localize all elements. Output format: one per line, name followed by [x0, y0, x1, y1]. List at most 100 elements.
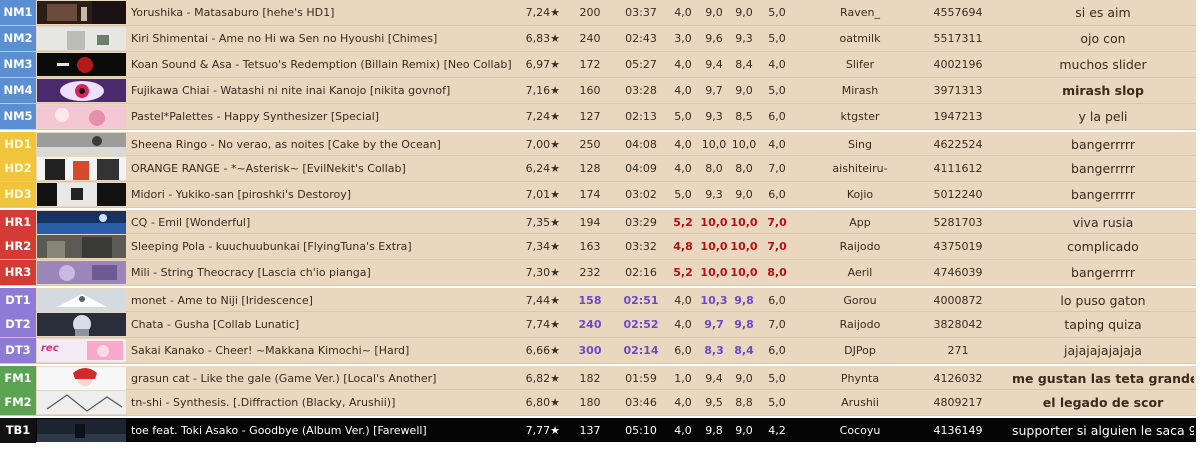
table-row[interactable]: NM5 Pastel*Palettes - Happy Synthesizer […	[0, 104, 1196, 130]
mapper-name: Aeril	[847, 266, 873, 279]
table-row[interactable]: NM4 Fujikawa Chiai - Watashi ni nite inai…	[0, 78, 1196, 104]
hp-value: 8,0	[767, 266, 787, 279]
hp-value: 7,0	[768, 318, 786, 331]
table-row[interactable]: FM1 grasun cat - Like the gale (Game Ver.…	[0, 364, 1196, 391]
length-value: 04:08	[625, 138, 657, 151]
mappool-table: NM1 Yorushika - Matasaburo [hehe's HD1] 7,…	[0, 0, 1196, 443]
table-row[interactable]: HR3 Mili - String Theocracy [Lascia ch'io…	[0, 260, 1196, 286]
mapper-name: App	[849, 216, 871, 229]
table-row[interactable]: NM1 Yorushika - Matasaburo [hehe's HD1] 7,…	[0, 0, 1196, 26]
beatmap-title[interactable]: Sheena Ringo - No verao, as noites [Cake…	[131, 138, 441, 151]
beatmap-title[interactable]: Fujikawa Chiai - Watashi ni nite inai Ka…	[131, 84, 451, 97]
od-value: 9,0	[735, 188, 753, 201]
hp-value: 5,0	[768, 372, 786, 385]
od-value: 9,0	[735, 372, 753, 385]
beatmap-title[interactable]: Kiri Shimentai - Ame no Hi wa Sen no Hyo…	[131, 32, 438, 45]
beatmap-title[interactable]: Koan Sound & Asa - Tetsuo's Redemption (…	[131, 58, 511, 71]
table-row[interactable]: DT1 monet - Ame to Niji [Iridescence] 7,44…	[0, 286, 1196, 313]
beatmap-title[interactable]: Sleeping Pola - kuuchuubunkai [FlyingTun…	[131, 240, 412, 253]
star-rating: 7,44★	[525, 294, 560, 307]
star-rating: 6,83★	[525, 32, 560, 45]
beatmap-thumbnail: rec	[37, 339, 126, 362]
slot-label: HR1	[0, 210, 36, 235]
table-row[interactable]: NM3 Koan Sound & Asa - Tetsuo's Redemptio…	[0, 52, 1196, 78]
slot-label: NM2	[0, 26, 36, 51]
beatmap-id: 3971313	[933, 84, 983, 97]
beatmap-id: 1947213	[933, 110, 983, 123]
beatmap-thumbnail	[37, 79, 126, 102]
hp-value: 6,0	[768, 110, 786, 123]
bpm-value: 180	[579, 396, 601, 409]
length-value: 05:10	[625, 424, 657, 437]
bpm-value: 160	[579, 84, 601, 97]
beatmap-title[interactable]: Sakai Kanako - Cheer! ~Makkana Kimochi~ …	[131, 344, 410, 357]
bpm-value: 182	[579, 372, 601, 385]
ar-value: 10,0	[700, 240, 728, 253]
beatmap-thumbnail	[37, 367, 126, 390]
table-row[interactable]: HD1 Sheena Ringo - No verao, as noites [C…	[0, 130, 1196, 157]
beatmap-thumbnail	[37, 313, 126, 336]
beatmap-title[interactable]: toe feat. Toki Asako - Goodbye (Album Ve…	[131, 424, 427, 437]
length-value: 03:29	[625, 216, 657, 229]
cs-value: 4,0	[674, 162, 692, 175]
comment: y la peli	[1078, 109, 1128, 124]
mapper-name: Slifer	[845, 58, 875, 71]
hp-value: 6,0	[768, 294, 786, 307]
hp-value: 5,0	[768, 396, 786, 409]
comment: bangerrrrr	[1071, 161, 1135, 176]
beatmap-title[interactable]: Yorushika - Matasaburo [hehe's HD1]	[131, 6, 335, 19]
beatmap-title[interactable]: grasun cat - Like the gale (Game Ver.) […	[131, 372, 437, 385]
star-rating: 6,80★	[525, 396, 560, 409]
od-value: 9,0	[735, 6, 753, 19]
mapper-name: Arushii	[841, 396, 879, 409]
beatmap-title[interactable]: Midori - Yukiko-san [piroshki's Destoroy…	[131, 188, 352, 201]
beatmap-thumbnail	[37, 27, 126, 50]
bpm-value: 200	[579, 6, 601, 19]
beatmap-title[interactable]: Chata - Gusha [Collab Lunatic]	[131, 318, 300, 331]
beatmap-title[interactable]: Mili - String Theocracy [Lascia ch'io pi…	[131, 266, 371, 279]
od-value: 10,0	[730, 266, 758, 279]
cs-value: 4,0	[674, 424, 692, 437]
beatmap-title[interactable]: ORANGE RANGE - *~Asterisk~ [EvilNekit's …	[131, 162, 406, 175]
beatmap-thumbnail	[37, 391, 126, 414]
beatmap-id: 4746039	[933, 266, 983, 279]
slot-label: FM2	[0, 390, 36, 415]
comment: supporter si alguien le saca 95	[1012, 423, 1194, 438]
table-row[interactable]: HR2 Sleeping Pola - kuuchuubunkai [Flying…	[0, 234, 1196, 260]
table-row[interactable]: DT2 Chata - Gusha [Collab Lunatic] 7,74★ 24…	[0, 312, 1196, 338]
beatmap-id: 4002196	[933, 58, 983, 71]
mapper-name: Raven_	[840, 6, 880, 19]
beatmap-title[interactable]: tn-shi - Synthesis. [.Diffraction (Black…	[131, 396, 396, 409]
beatmap-title[interactable]: monet - Ame to Niji [Iridescence]	[131, 294, 313, 307]
table-row[interactable]: HR1 CQ - Emil [Wonderful] 7,35★ 194 03:29 5,2…	[0, 208, 1196, 235]
beatmap-thumbnail	[37, 183, 126, 206]
bpm-value: 300	[578, 344, 602, 357]
bpm-value: 137	[579, 424, 601, 437]
table-row[interactable]: HD3 Midori - Yukiko-san [piroshki's Desto…	[0, 182, 1196, 208]
cs-value: 4,8	[673, 240, 693, 253]
bpm-value: 163	[579, 240, 601, 253]
ar-value: 10,0	[700, 266, 728, 279]
od-value: 10,0	[731, 138, 757, 151]
comment: bangerrrrr	[1071, 137, 1135, 152]
table-row[interactable]: FM2 tn-shi - Synthesis. [.Diffraction (Bl…	[0, 390, 1196, 416]
beatmap-title[interactable]: Pastel*Palettes - Happy Synthesizer [Spe…	[131, 110, 380, 123]
table-row[interactable]: DT3 rec Sakai Kanako - Cheer! ~Makkana Kim…	[0, 338, 1196, 364]
slot-label: FM1	[0, 366, 36, 391]
length-value: 02:16	[625, 266, 657, 279]
slot-label: HR3	[0, 260, 36, 285]
hp-value: 4,0	[768, 58, 786, 71]
cs-value: 6,0	[674, 344, 692, 357]
hp-value: 6,0	[768, 344, 786, 357]
table-row[interactable]: TB1 toe feat. Toki Asako - Goodbye (Album…	[0, 416, 1196, 443]
bpm-value: 128	[579, 162, 601, 175]
table-row[interactable]: NM2 Kiri Shimentai - Ame no Hi wa Sen no …	[0, 26, 1196, 52]
ar-value: 9,0	[705, 6, 723, 19]
mapper-name: Gorou	[843, 294, 877, 307]
table-row[interactable]: HD2 ORANGE RANGE - *~Asterisk~ [EvilNekit…	[0, 156, 1196, 182]
beatmap-thumbnail	[37, 289, 126, 312]
cs-value: 4,0	[674, 58, 692, 71]
hp-value: 4,0	[768, 138, 786, 151]
hp-value: 5,0	[768, 32, 786, 45]
beatmap-title[interactable]: CQ - Emil [Wonderful]	[131, 216, 251, 229]
